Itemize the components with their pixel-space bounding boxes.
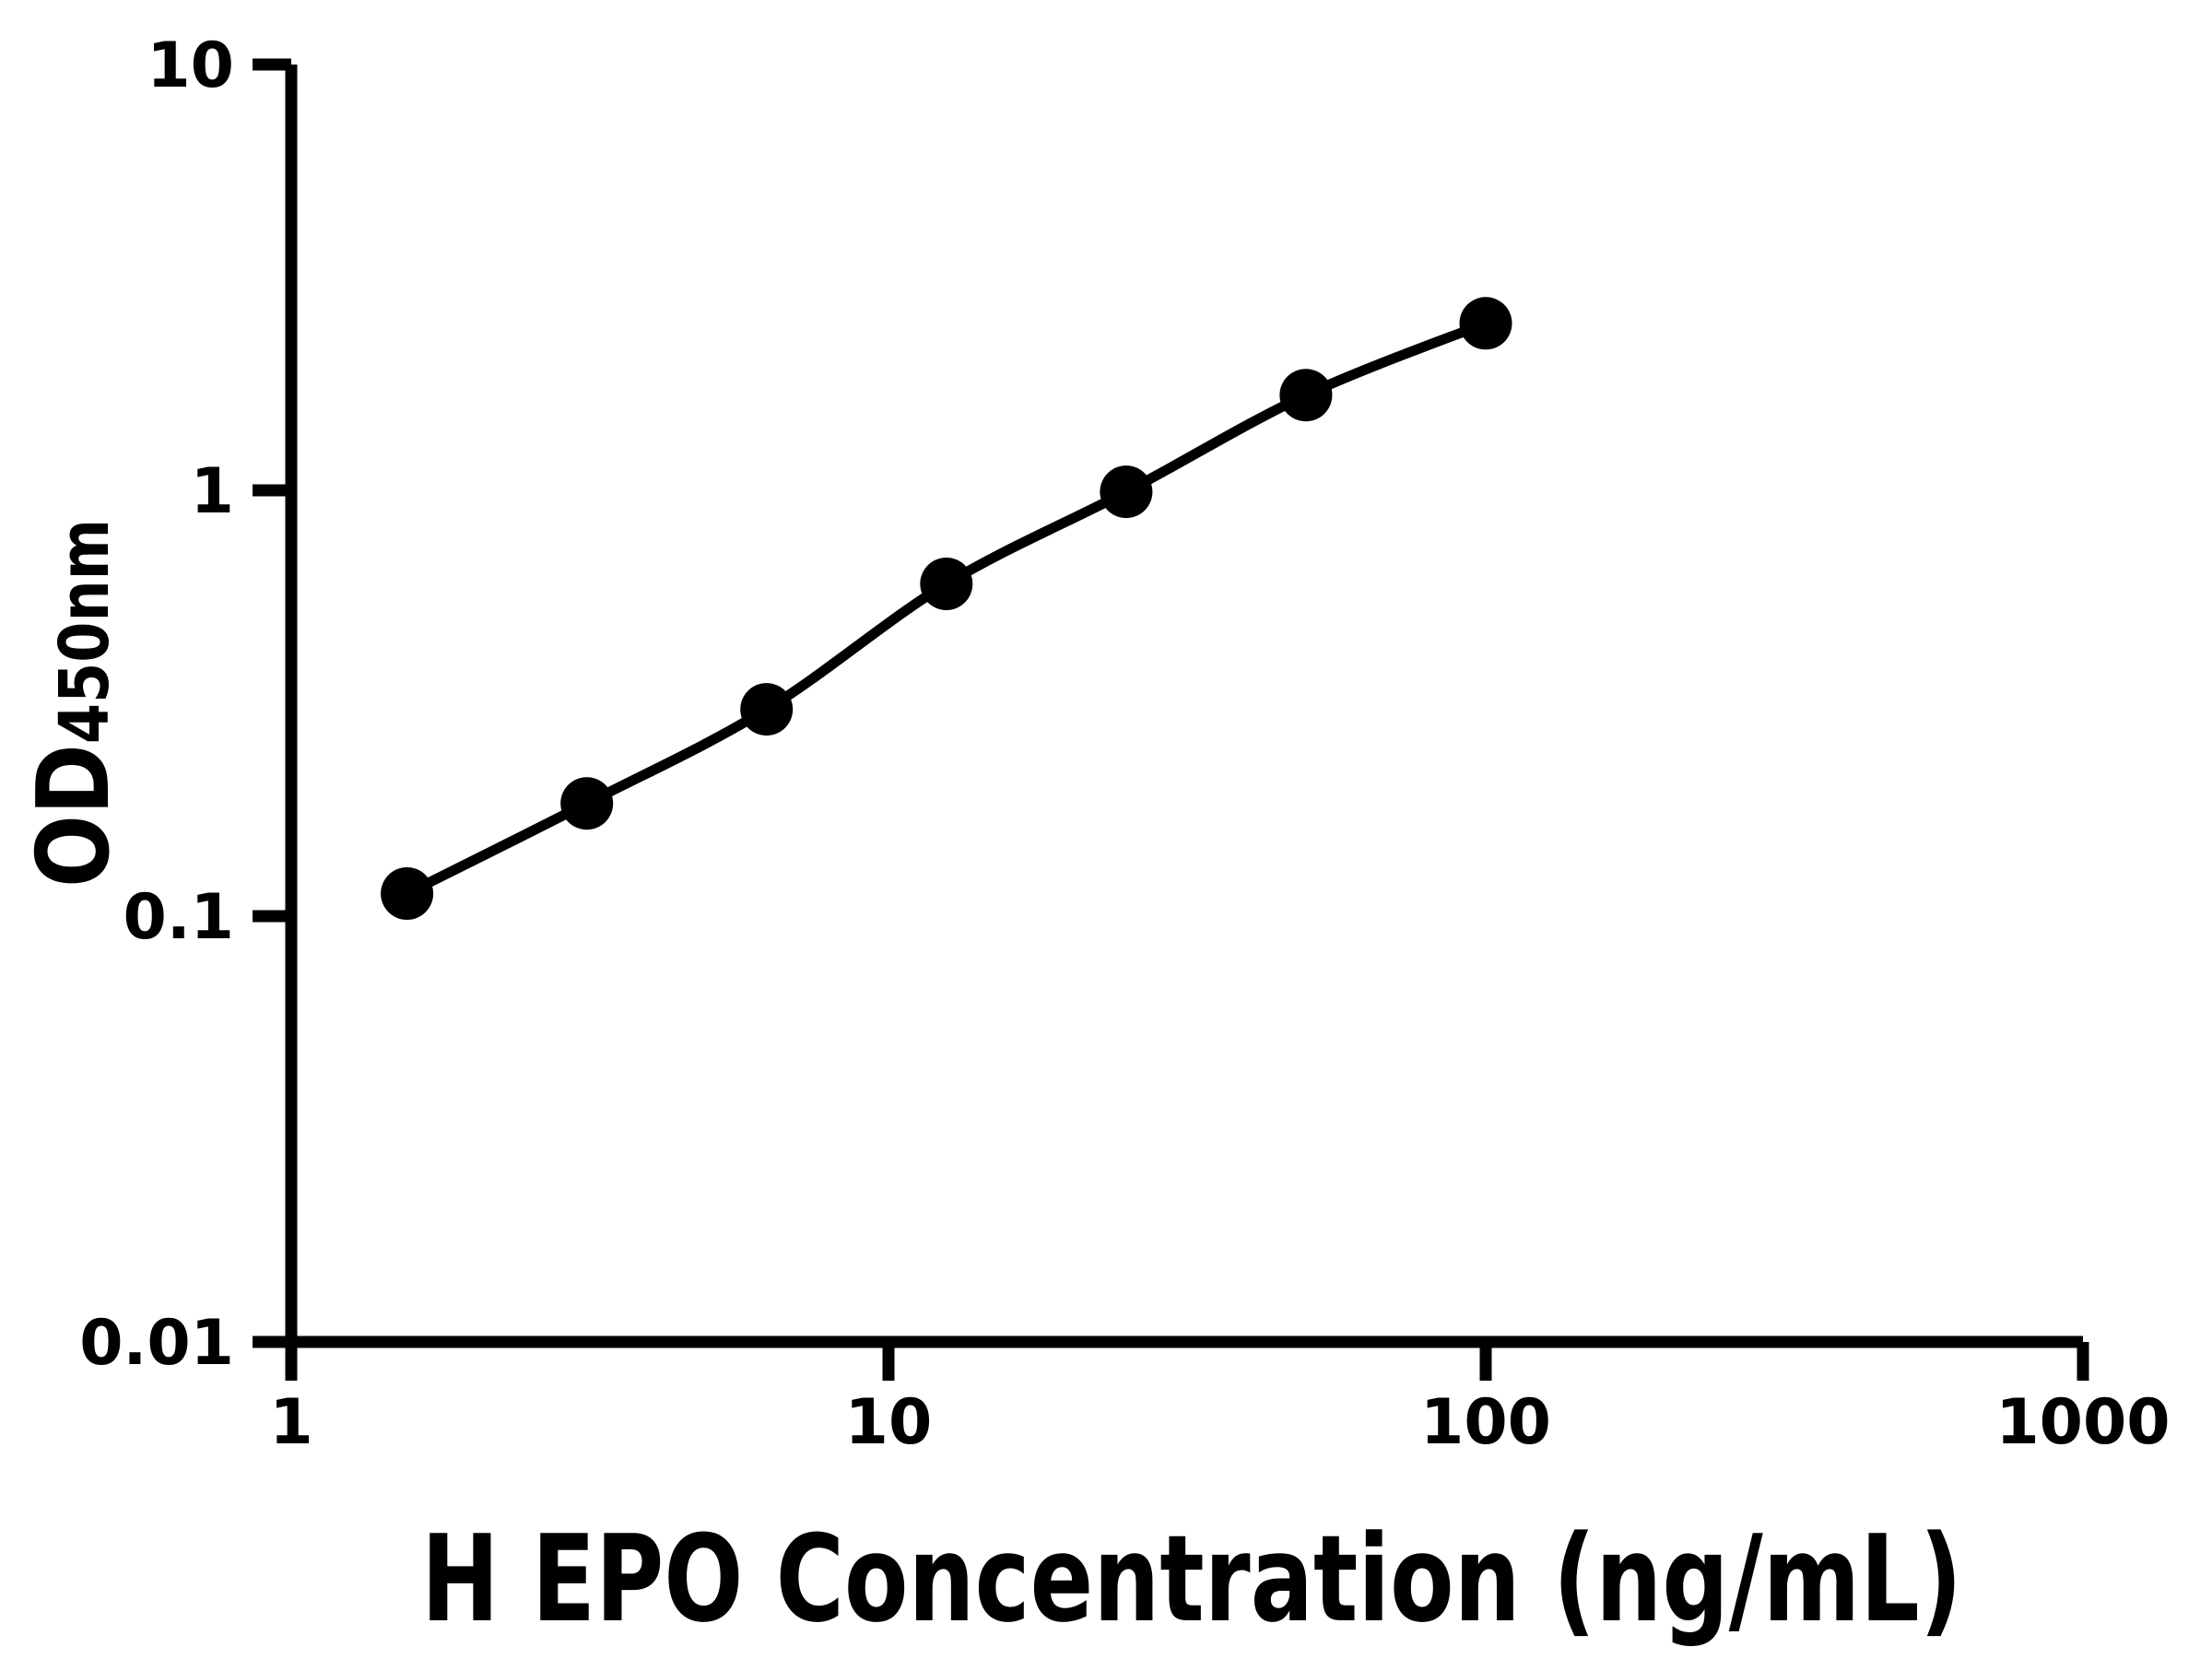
data-point (1279, 369, 1333, 422)
x-tick-label: 10 (845, 1386, 933, 1459)
y-axis-label-subscript: 450nm (45, 519, 124, 744)
y-axis-label-main: OD (17, 744, 132, 888)
data-point (1100, 465, 1153, 519)
y-tick-label: 10 (147, 29, 234, 102)
y-tick-label: 0.01 (79, 1307, 234, 1380)
y-tick-label: 1 (191, 455, 234, 528)
x-axis-title: H EPO Concentration (ng/mL) (421, 1509, 1962, 1649)
x-axis-ticks: 1 10 100 1000 (269, 1342, 2171, 1459)
data-point (381, 867, 434, 920)
x-tick-label: 1 (269, 1386, 312, 1459)
data-point (740, 683, 794, 736)
y-tick-label: 0.1 (124, 881, 234, 954)
x-tick-label: 1000 (1995, 1386, 2170, 1459)
axis-spine (285, 65, 2083, 1348)
x-tick-label: 100 (1420, 1386, 1551, 1459)
data-point (920, 558, 973, 610)
y-axis-ticks: 10 1 0.1 0.01 (79, 29, 291, 1380)
data-point (1459, 297, 1512, 350)
data-points (381, 297, 1512, 920)
data-point (560, 777, 614, 830)
y-axis-label: OD450nm (17, 519, 132, 888)
